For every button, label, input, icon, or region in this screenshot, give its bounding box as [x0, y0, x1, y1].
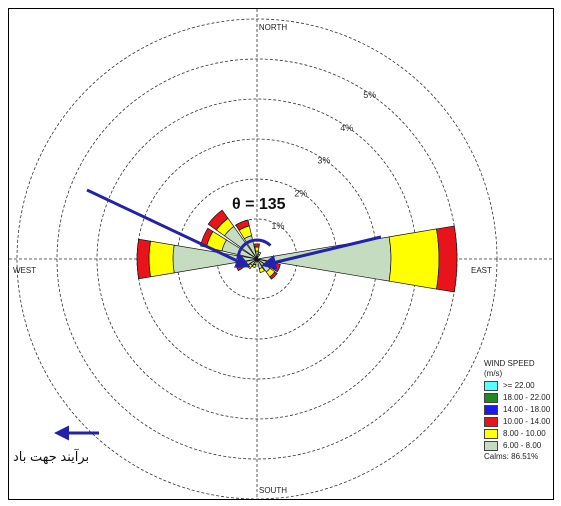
petal-0-10-00-14-00 — [254, 243, 260, 248]
petal-270-8-00-10-00 — [148, 240, 175, 278]
legend-swatch — [484, 380, 498, 391]
ring-label-1: 1% — [271, 221, 284, 231]
legend-label: 8.00 - 10.00 — [503, 429, 546, 438]
legend-swatch — [484, 440, 498, 451]
compass-west: WEST — [13, 266, 36, 275]
petal-90-8-00-10-00 — [388, 228, 440, 290]
petal-270-10-00-14-00 — [136, 238, 151, 280]
ring-label-2: 2% — [294, 188, 307, 198]
petal-315-10-00-14-00 — [207, 209, 229, 231]
ring-label-4: 4% — [340, 123, 353, 133]
wind-rose-frame: NORTH SOUTH EAST WEST 1% 2% 3% 4% 5% θ = 135 WIN… — [8, 8, 554, 500]
petal-90-10-00-14-00 — [436, 225, 458, 293]
legend-item-5: 8.00 - 10.00 — [484, 428, 553, 439]
petal-202.5-8-00-10-00 — [251, 263, 257, 268]
legend-item-2: 18.00 - 22.00 — [484, 392, 553, 403]
legend-item-6: 6.00 - 8.00 — [484, 440, 553, 451]
legend-unit: (m/s) — [484, 369, 503, 378]
legend-swatch — [484, 428, 498, 439]
legend-item-3: 14.00 - 18.00 — [484, 404, 553, 415]
resultant-caption: برآیند جهت باد — [13, 449, 90, 464]
compass-east: EAST — [471, 266, 492, 275]
legend-item-1: >= 22.00 — [484, 380, 553, 391]
legend-swatch — [484, 404, 498, 415]
legend-title: WIND SPEED — [484, 359, 535, 368]
legend-label: >= 22.00 — [503, 381, 535, 390]
ring-label-3: 3% — [317, 156, 330, 166]
theta-label: θ = 135 — [232, 196, 286, 213]
legend-item-4: 10.00 - 14.00 — [484, 416, 553, 427]
legend-label: 14.00 - 18.00 — [503, 405, 551, 414]
petal-0-8-00-10-00 — [254, 246, 260, 252]
legend-swatch — [484, 392, 498, 403]
petal-337.5-10-00-14-00 — [235, 219, 250, 231]
wind-speed-legend: WIND SPEED (m/s) >= 22.00 18.00 - 22.00 14… — [484, 359, 553, 461]
resultant-arrow-nw — [86, 188, 251, 268]
wind-rose-chart: NORTH SOUTH EAST WEST 1% 2% 3% 4% 5% θ = 135 — [9, 9, 553, 499]
legend-label: 6.00 - 8.00 — [503, 441, 542, 450]
resultant-arrow-east — [261, 235, 382, 270]
legend-label: 10.00 - 14.00 — [503, 417, 551, 426]
petal-90-6-00-8-00 — [256, 236, 392, 282]
petal-135-10-00-14-00 — [269, 271, 278, 280]
compass-north: NORTH — [259, 23, 288, 32]
compass-south: SOUTH — [259, 486, 287, 495]
theta-arc — [236, 238, 272, 260]
legend-label: 18.00 - 22.00 — [503, 393, 551, 402]
petal-22.5-8-00-10-00 — [257, 251, 262, 256]
legend-calms: Calms: 86.51% — [484, 452, 539, 461]
ring-label-5: 5% — [363, 90, 376, 100]
legend-swatch — [484, 416, 498, 427]
